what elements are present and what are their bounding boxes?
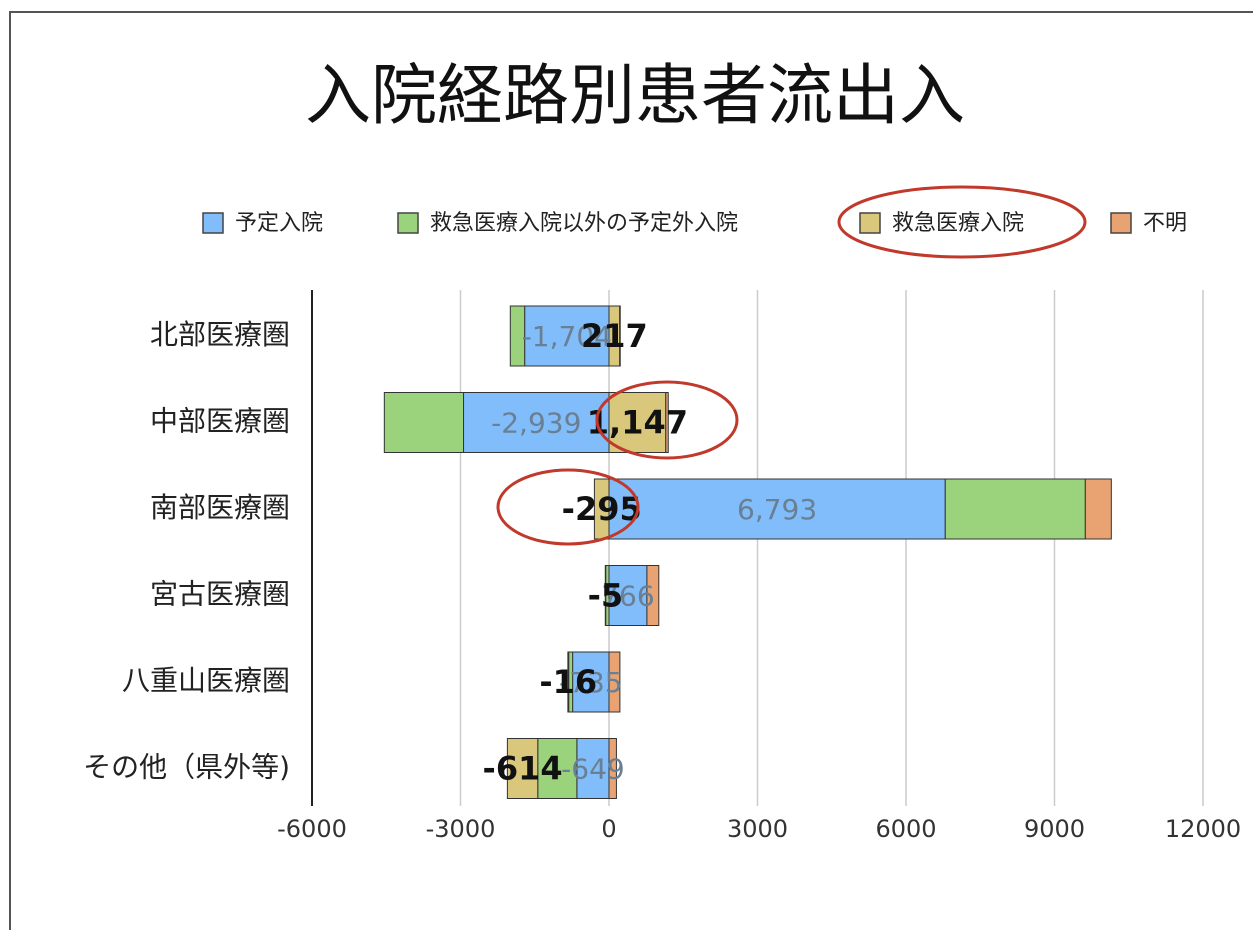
- bar: [567, 651, 570, 713]
- bar: [608, 565, 648, 626]
- data-label: -5: [588, 577, 624, 615]
- highlight-ellipse: [496, 468, 640, 546]
- y-tick-label: 南部医療圏: [150, 491, 290, 524]
- data-label: -2,939: [491, 407, 581, 440]
- y-tick-label: 中部医療圏: [150, 405, 290, 438]
- bar: [1084, 478, 1112, 540]
- bar: [608, 651, 621, 713]
- bar: [509, 305, 526, 367]
- chart-title: 入院経路別患者流出入: [305, 57, 965, 134]
- bar: [604, 565, 607, 626]
- highlight-ellipse: [595, 380, 739, 460]
- data-label: -1,704: [522, 320, 612, 353]
- x-tick-label: -6000: [277, 815, 347, 843]
- frame: [9, 11, 1253, 930]
- y-tick-label: その他（県外等): [83, 751, 290, 784]
- data-label: -295: [562, 490, 642, 528]
- data-label: -649: [561, 753, 625, 786]
- x-tick-label: 9000: [1024, 815, 1085, 843]
- legend-label: 不明: [1143, 211, 1187, 236]
- x-tick-label: 3000: [727, 815, 788, 843]
- data-label: 766: [601, 580, 654, 613]
- y-tick-label: 八重山医療圏: [122, 664, 290, 697]
- data-label: -16: [539, 663, 597, 701]
- bar: [619, 305, 621, 367]
- bar: [646, 565, 660, 626]
- legend-swatch: [397, 212, 419, 234]
- x-tick-label: 12000: [1165, 815, 1241, 843]
- highlight-ellipse: [837, 185, 1087, 259]
- legend-swatch: [1110, 212, 1132, 234]
- bar: [576, 738, 610, 799]
- bar: [608, 478, 946, 540]
- data-label: 217: [581, 317, 648, 355]
- x-tick-label: -3000: [426, 815, 496, 843]
- y-tick-label: 宮古医療圏: [150, 578, 290, 611]
- legend-swatch: [859, 212, 881, 234]
- bar: [537, 738, 578, 799]
- y-tick-label: 北部医療圏: [150, 318, 290, 351]
- bar: [524, 305, 610, 367]
- x-tick-label: 6000: [875, 815, 936, 843]
- legend-label: 予定入院: [235, 211, 323, 236]
- grid: -6000 -3000 0 3000 6000 9000 12000: [277, 290, 1241, 843]
- bar: [383, 392, 465, 453]
- bar: [665, 392, 669, 453]
- bar: [506, 738, 539, 799]
- bars: [383, 305, 1112, 799]
- x-tick-label: 0: [601, 815, 616, 843]
- data-label: 6,793: [737, 493, 817, 526]
- legend-label: 救急医療入院以外の予定外入院: [430, 211, 738, 236]
- bar: [572, 651, 610, 713]
- legend-label: 救急医療入院: [892, 211, 1024, 236]
- data-label: -614: [483, 750, 563, 788]
- bar: [944, 478, 1086, 540]
- bar: [608, 738, 617, 799]
- legend-swatch: [202, 212, 224, 234]
- data-label: -735: [559, 666, 623, 699]
